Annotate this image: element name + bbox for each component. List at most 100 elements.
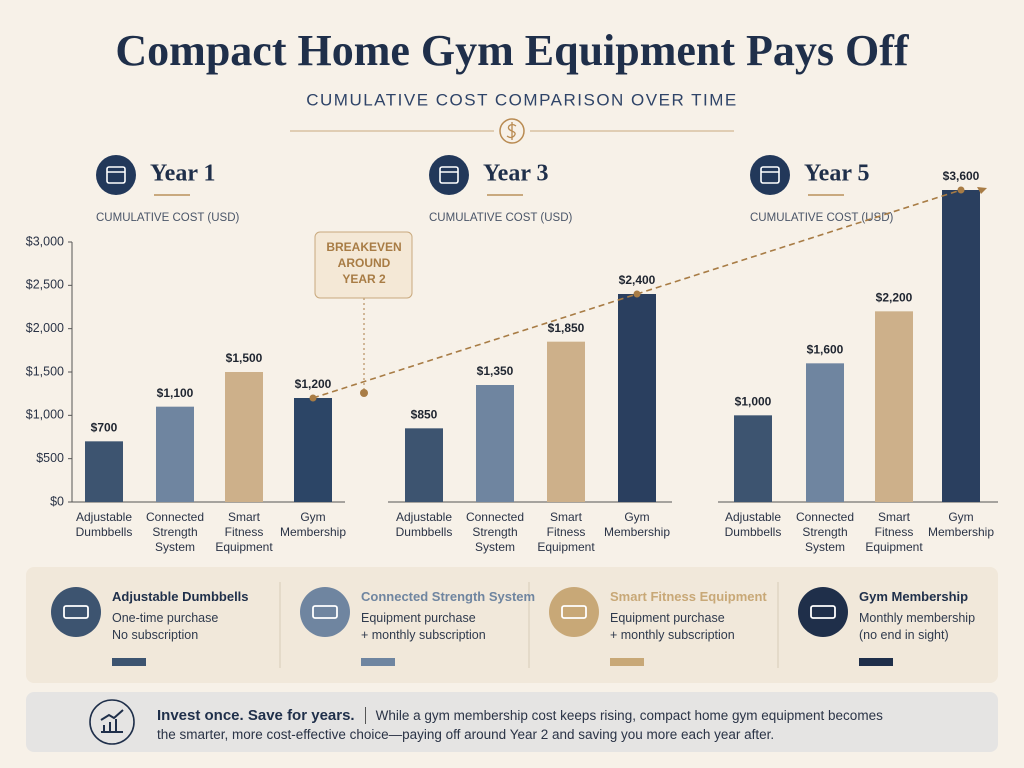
- x-tick-label: Gym Membership: [603, 510, 671, 539]
- value-label: $700: [91, 421, 118, 435]
- trend-point: [309, 394, 317, 402]
- footer-icon-glyph: [100, 709, 124, 733]
- legend-swatch: [361, 658, 395, 666]
- value-label: $1,850: [548, 321, 585, 335]
- year-icon: [96, 155, 136, 195]
- y-tick-label: $0: [50, 494, 64, 508]
- legend-text: No subscription: [112, 628, 199, 642]
- dollar-icon: [506, 122, 517, 140]
- x-tick-label: Smart Fitness Equipment: [537, 510, 595, 554]
- legend-text: Equipment purchase: [361, 611, 476, 625]
- legend-swatch: [859, 658, 893, 666]
- legend-text: (no end in sight): [859, 628, 949, 642]
- legend-icon-glyph: [810, 605, 836, 619]
- annotation-text: BREAKEVEN: [326, 240, 401, 254]
- y-tick-label: $2,500: [26, 278, 64, 292]
- title: Compact Home Gym Equipment Pays Off: [115, 26, 910, 75]
- value-label: $1,600: [807, 343, 844, 357]
- legend-title: Smart Fitness Equipment: [610, 589, 767, 604]
- value-label: $850: [411, 408, 438, 422]
- legend-panel: [26, 567, 998, 683]
- footer-text: Invest once. Save for years. While a gym …: [157, 706, 887, 744]
- legend-text: + monthly subscription: [610, 628, 735, 642]
- legend-icon-glyph: [561, 605, 587, 619]
- legend-text: Equipment purchase: [610, 611, 725, 625]
- year-icon: [106, 166, 126, 184]
- value-label: $1,350: [477, 364, 514, 378]
- bar: [547, 341, 585, 502]
- legend-icon-glyph: [63, 605, 89, 619]
- annotation-text: AROUND: [338, 256, 391, 270]
- value-label: $2,200: [876, 291, 913, 305]
- legend-swatch: [610, 658, 644, 666]
- y-tick-label: $1,500: [26, 364, 64, 378]
- legend-swatch: [112, 658, 146, 666]
- year-icon: [760, 166, 780, 184]
- x-tick-label: Adjustable Dumbbells: [724, 510, 782, 539]
- legend-text: + monthly subscription: [361, 628, 486, 642]
- bar: [476, 385, 514, 502]
- x-tick-label: Connected Strength System: [145, 510, 205, 554]
- x-tick-label: Smart Fitness Equipment: [865, 510, 923, 554]
- bar: [734, 415, 772, 502]
- legend-title: Connected Strength System: [361, 589, 536, 604]
- x-tick-label: Gym Membership: [927, 510, 995, 539]
- panel-title: Year 1: [150, 161, 216, 187]
- trend-point: [633, 290, 641, 298]
- value-label: $1,200: [295, 377, 332, 391]
- legend-icon: [51, 587, 101, 637]
- panel-title: Year 3: [483, 161, 549, 187]
- year-icon: [439, 166, 459, 184]
- year-icon: [750, 155, 790, 195]
- legend-title: Gym Membership: [859, 589, 969, 604]
- x-tick-label: Adjustable Dumbbells: [395, 510, 453, 539]
- footer-panel: [26, 692, 998, 752]
- legend-icon: [549, 587, 599, 637]
- bar: [405, 428, 443, 502]
- legend-icon: [798, 587, 848, 637]
- value-label: $3,600: [943, 169, 980, 183]
- y-tick-label: $2,000: [26, 321, 64, 335]
- footer-icon: [89, 699, 135, 745]
- bar: [225, 372, 263, 502]
- value-label: $2,400: [619, 273, 656, 287]
- annotation-point: [360, 389, 368, 397]
- y-tick-label: $500: [36, 451, 64, 465]
- trend-arrow: [977, 187, 987, 194]
- subtitle: CUMULATIVE COST COMPARISON OVER TIME: [306, 90, 738, 109]
- annotation-box: [314, 231, 413, 299]
- annotation-text: YEAR 2: [342, 272, 386, 286]
- bar: [806, 363, 844, 502]
- y-axis-label: CUMULATIVE COST (USD): [429, 212, 573, 224]
- x-tick-label: Connected Strength System: [795, 510, 855, 554]
- y-tick-label: $3,000: [26, 234, 64, 248]
- value-label: $1,100: [157, 386, 194, 400]
- year-icon: [429, 155, 469, 195]
- x-tick-label: Connected Strength System: [465, 510, 525, 554]
- legend-icon: [300, 587, 350, 637]
- x-tick-label: Smart Fitness Equipment: [215, 510, 273, 554]
- y-axis-label: CUMULATIVE COST (USD): [750, 212, 894, 224]
- bar: [618, 294, 656, 502]
- value-label: $1,000: [735, 395, 772, 409]
- legend-title: Adjustable Dumbbells: [112, 589, 249, 604]
- bar: [294, 398, 332, 502]
- legend-text: Monthly membership: [859, 611, 976, 625]
- x-tick-label: Gym Membership: [279, 510, 347, 539]
- value-label: $1,500: [226, 351, 263, 365]
- bar: [85, 441, 123, 502]
- footer-body: While a gym membership cost keeps rising…: [157, 708, 883, 742]
- x-tick-label: Adjustable Dumbbells: [75, 510, 133, 539]
- bar: [156, 406, 194, 502]
- bar: [875, 311, 913, 502]
- legend-icon-glyph: [312, 605, 338, 619]
- footer-headline: Invest once. Save for years.: [157, 707, 366, 724]
- trend-point: [957, 186, 965, 194]
- y-axis-label: CUMULATIVE COST (USD): [96, 212, 240, 224]
- legend-text: One-time purchase: [112, 611, 219, 625]
- y-tick-label: $1,000: [26, 408, 64, 422]
- panel-title: Year 5: [804, 161, 870, 187]
- bar: [942, 190, 980, 502]
